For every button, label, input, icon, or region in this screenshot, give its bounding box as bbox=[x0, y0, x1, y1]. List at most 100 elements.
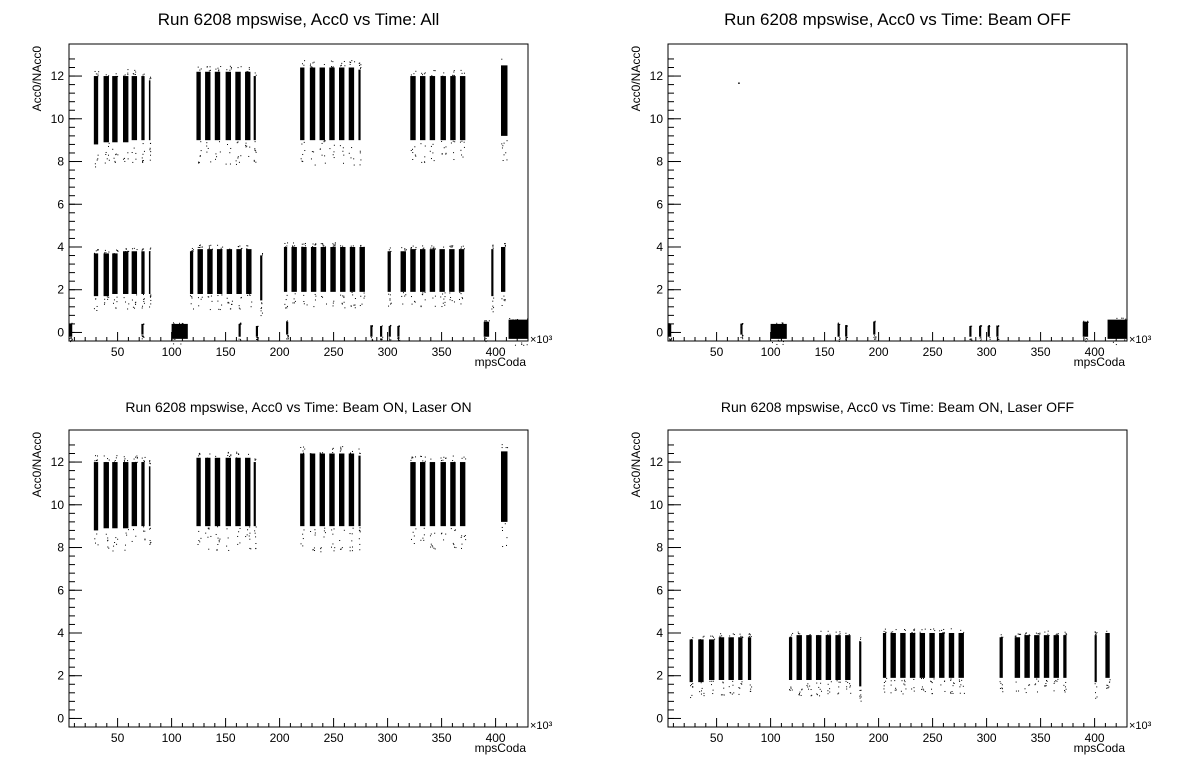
outlier-point bbox=[108, 142, 110, 144]
outlier-point bbox=[913, 690, 915, 692]
point-cluster bbox=[825, 635, 832, 680]
outlier-point bbox=[739, 633, 741, 635]
outlier-point bbox=[806, 685, 808, 687]
outlier-point bbox=[116, 455, 118, 457]
outlier-point bbox=[303, 243, 305, 245]
point-cluster bbox=[238, 323, 241, 337]
point-cluster bbox=[93, 253, 99, 297]
outlier-point bbox=[502, 529, 504, 531]
outlier-point bbox=[359, 150, 361, 152]
outlier-point bbox=[950, 628, 952, 630]
outlier-point bbox=[106, 158, 108, 160]
outlier-point bbox=[227, 301, 229, 303]
outlier-point bbox=[1001, 636, 1003, 638]
outlier-point bbox=[193, 308, 195, 310]
outlier-point bbox=[143, 336, 145, 338]
outlier-point bbox=[1002, 691, 1004, 693]
outlier-point bbox=[700, 682, 702, 684]
y-tick-label: 2 bbox=[656, 669, 663, 683]
outlier-point bbox=[923, 689, 925, 691]
outlier-point bbox=[248, 535, 250, 537]
point-cluster bbox=[310, 246, 317, 292]
outlier-point bbox=[193, 249, 195, 251]
outlier-point bbox=[423, 247, 425, 249]
outlier-point bbox=[703, 635, 705, 637]
outlier-point bbox=[838, 681, 840, 683]
outlier-point bbox=[420, 143, 422, 145]
point-cluster bbox=[189, 251, 194, 294]
outlier-point bbox=[454, 141, 456, 143]
outlier-point bbox=[359, 152, 361, 154]
outlier-point bbox=[837, 693, 839, 695]
y-tick-label: 0 bbox=[656, 711, 663, 725]
outlier-point bbox=[107, 537, 109, 539]
outlier-point bbox=[827, 634, 829, 636]
outlier-point bbox=[433, 247, 435, 249]
outlier-point bbox=[422, 460, 424, 462]
outlier-point bbox=[319, 452, 321, 454]
outlier-point bbox=[1065, 688, 1067, 690]
outlier-point bbox=[253, 160, 255, 162]
outlier-point bbox=[310, 531, 312, 533]
outlier-point bbox=[911, 631, 913, 633]
outlier-point bbox=[430, 546, 432, 548]
outlier-point bbox=[506, 537, 508, 539]
outlier-point bbox=[1025, 632, 1027, 634]
outlier-point bbox=[443, 539, 445, 541]
outlier-point bbox=[952, 692, 954, 694]
outlier-point bbox=[96, 159, 98, 161]
outlier-point bbox=[969, 325, 971, 327]
outlier-point bbox=[247, 245, 249, 247]
outlier-point bbox=[424, 456, 426, 458]
outlier-point bbox=[732, 633, 734, 635]
outlier-point bbox=[141, 335, 143, 337]
outlier-point bbox=[811, 694, 813, 696]
outlier-point bbox=[351, 147, 353, 149]
outlier-point bbox=[952, 685, 954, 687]
outlier-point bbox=[930, 681, 932, 683]
outlier-point bbox=[149, 76, 151, 78]
outlier-point bbox=[319, 148, 321, 150]
outlier-point bbox=[144, 538, 146, 540]
outlier-point bbox=[433, 160, 435, 162]
outlier-point bbox=[521, 342, 523, 344]
outlier-point bbox=[207, 536, 209, 538]
outlier-point bbox=[1035, 683, 1037, 685]
outlier-point bbox=[256, 337, 258, 339]
point-cluster bbox=[806, 635, 812, 680]
outlier-point bbox=[314, 299, 316, 301]
outlier-point bbox=[135, 303, 137, 305]
outlier-point bbox=[113, 545, 115, 547]
outlier-point bbox=[923, 677, 925, 679]
outlier-point bbox=[209, 66, 211, 68]
outlier-point bbox=[260, 308, 262, 310]
outlier-point bbox=[414, 146, 416, 148]
outlier-point bbox=[740, 323, 742, 325]
outlier-point bbox=[315, 295, 317, 297]
outlier-point bbox=[358, 62, 360, 64]
outlier-point bbox=[254, 141, 256, 143]
outlier-point bbox=[980, 336, 982, 338]
outlier-point bbox=[261, 312, 263, 314]
outlier-point bbox=[360, 159, 362, 161]
outlier-point bbox=[942, 632, 944, 634]
outlier-point bbox=[360, 245, 362, 247]
outlier-point bbox=[108, 296, 110, 298]
outlier-point bbox=[197, 246, 199, 248]
outlier-point bbox=[132, 161, 134, 163]
outlier-point bbox=[115, 73, 117, 75]
outlier-point bbox=[1094, 632, 1096, 634]
x-tick-label: 200 bbox=[270, 731, 290, 745]
outlier-point bbox=[238, 453, 240, 455]
outlier-point bbox=[245, 142, 247, 144]
outlier-point bbox=[413, 543, 415, 545]
outlier-point bbox=[197, 297, 199, 299]
outlier-point bbox=[108, 159, 110, 161]
outlier-point bbox=[943, 631, 945, 633]
outlier-point bbox=[424, 291, 426, 293]
x-tick-label: 400 bbox=[486, 731, 506, 745]
outlier-point bbox=[420, 306, 422, 308]
outlier-point bbox=[349, 533, 351, 535]
